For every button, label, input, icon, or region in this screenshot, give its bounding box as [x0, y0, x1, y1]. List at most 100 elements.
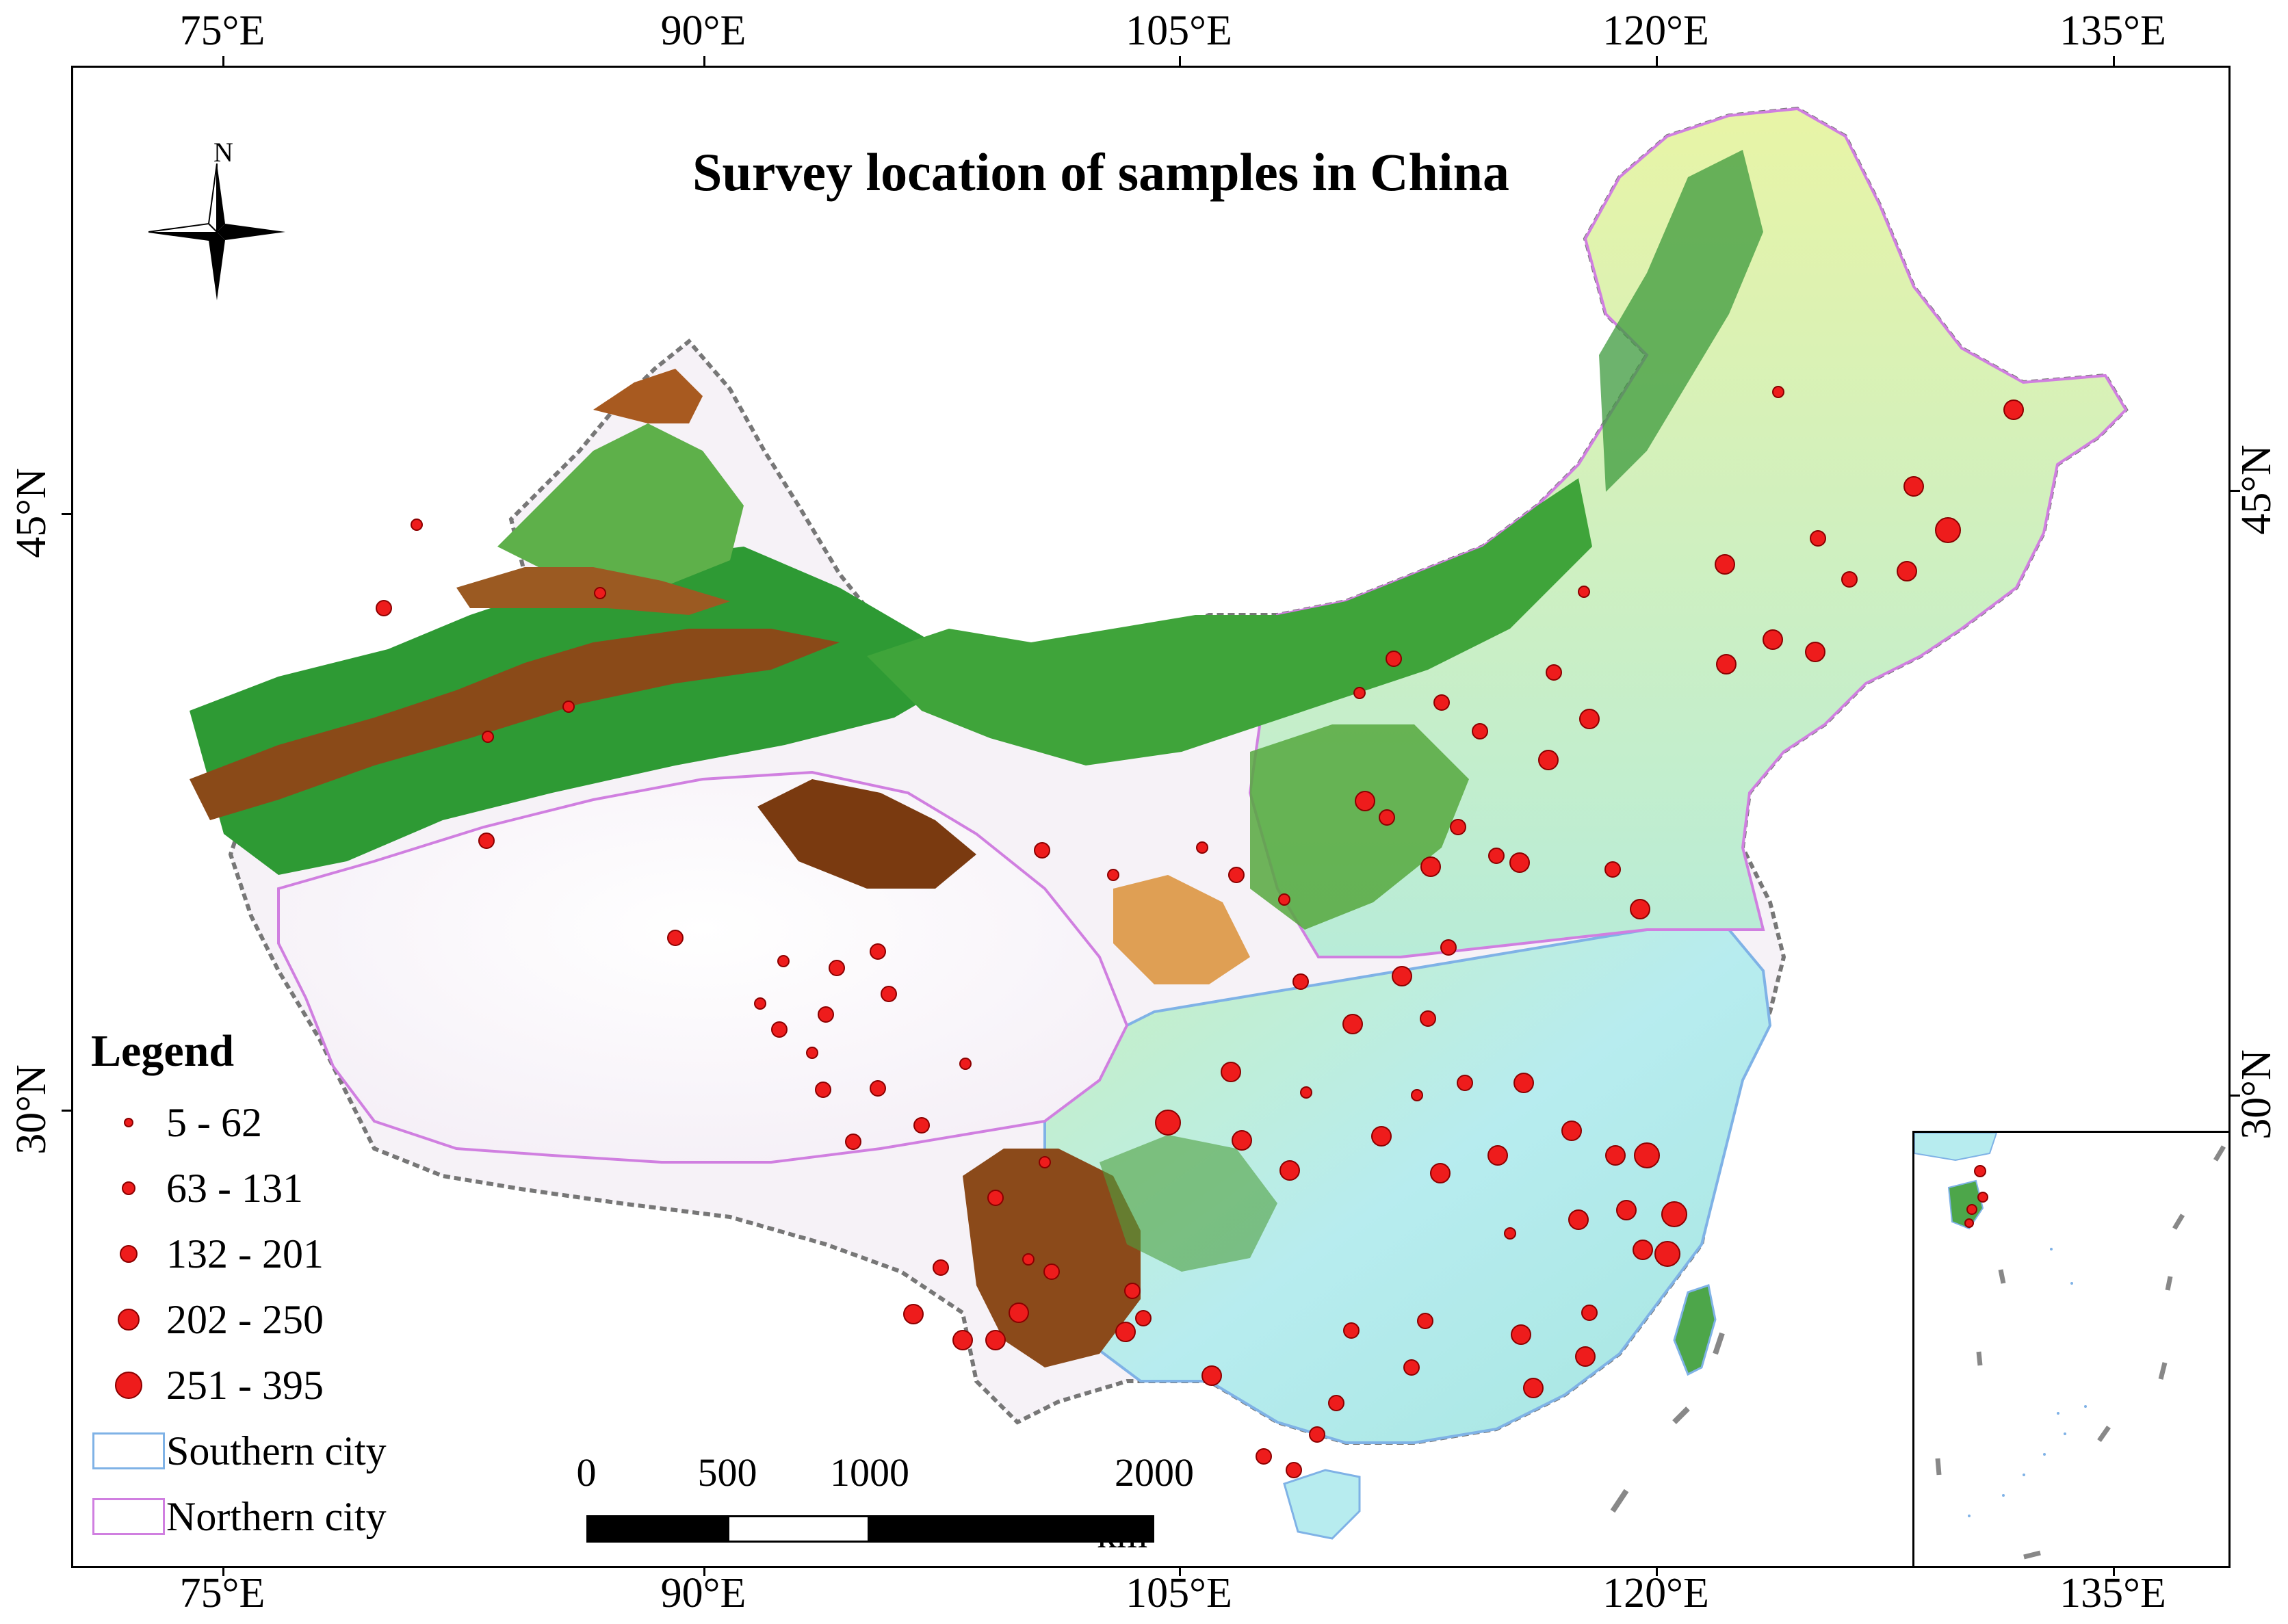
sample-point [2003, 400, 2024, 420]
sample-point [1772, 386, 1784, 398]
sample-point [818, 1006, 834, 1023]
sample-point [1392, 966, 1412, 986]
right-axis-label-45n: 45°N [2233, 445, 2280, 535]
sample-point [1353, 687, 1366, 699]
sample-point [903, 1304, 924, 1324]
sample-point [1654, 1241, 1680, 1267]
sample-point [1022, 1253, 1035, 1266]
sample-point [1355, 791, 1375, 811]
sichuan-orange-edge [1113, 875, 1250, 984]
sample-point [1546, 664, 1562, 681]
sample-point [1411, 1089, 1423, 1101]
hainan-island [1283, 1469, 1361, 1540]
sample-point [771, 1021, 788, 1038]
maritime-boundary-dash [1610, 1489, 1629, 1513]
compass-rose-icon [148, 163, 285, 300]
legend: Legend 5 - 62 63 - 131 132 - 201 202 - 2… [91, 1025, 529, 1549]
sample-point [1279, 1160, 1300, 1181]
scale-label-0: 0 [576, 1450, 597, 1495]
sample-point [1630, 899, 1650, 919]
sample-point [1034, 842, 1050, 859]
bottom-axis-label-75: 75°E [179, 1570, 265, 1616]
left-axis-label-45n: 45°N [8, 468, 55, 558]
sample-point [1568, 1209, 1589, 1230]
sample-point [1343, 1322, 1360, 1339]
sample-point [1511, 1324, 1531, 1345]
mongolia-green-belt [867, 478, 1592, 765]
sample-point [952, 1330, 973, 1350]
sample-point [1292, 973, 1309, 990]
sample-point [1386, 651, 1402, 667]
kunlun-brown-ridge [757, 779, 976, 889]
legend-item-class-2: 63 - 131 [91, 1155, 529, 1221]
sample-point [1561, 1121, 1582, 1141]
legend-region-label: Southern city [166, 1428, 387, 1474]
sample-point [754, 997, 766, 1010]
sample-point [1579, 709, 1600, 729]
sample-point [1417, 1313, 1433, 1329]
legend-item-class-5: 251 - 395 [91, 1352, 529, 1418]
sample-point [1488, 848, 1505, 864]
sample-point [1763, 629, 1783, 650]
sample-point [1433, 694, 1450, 711]
sample-point [1286, 1462, 1302, 1478]
north-arrow: N [148, 136, 285, 300]
sample-point [1420, 856, 1441, 877]
legend-class-label: 5 - 62 [166, 1099, 262, 1145]
sample-point [667, 930, 684, 946]
himalaya-brown-ridge [190, 629, 840, 820]
sample-point [1634, 1142, 1660, 1168]
legend-dot-icon [124, 1118, 133, 1127]
sample-point [1504, 1227, 1516, 1240]
bottom-axis-label-135: 135°E [2059, 1570, 2166, 1616]
legend-class-label: 63 - 131 [166, 1165, 303, 1211]
top-axis-label-135: 135°E [2059, 8, 2166, 54]
sample-point [1039, 1156, 1051, 1168]
sample-point [933, 1259, 949, 1276]
sample-point [1342, 1014, 1363, 1034]
sample-point [913, 1117, 930, 1134]
maritime-boundary-dash [1713, 1332, 1725, 1355]
sample-point [1403, 1359, 1420, 1376]
sample-point [1430, 1163, 1451, 1183]
legend-item-northern-city: Northern city [91, 1484, 529, 1549]
top-axis-label-120: 120°E [1602, 8, 1709, 54]
hengduan-brown-mountains [963, 1149, 1141, 1367]
sample-point [1450, 819, 1466, 835]
legend-dot-icon [115, 1372, 142, 1399]
sample-point [985, 1330, 1006, 1350]
sample-point [845, 1134, 861, 1150]
sample-point [482, 731, 494, 743]
legend-class-label: 202 - 250 [166, 1296, 324, 1342]
dzungaria-basin [497, 423, 744, 588]
southern-city-swatch [92, 1432, 165, 1469]
sample-point [987, 1190, 1004, 1206]
sample-point [1538, 750, 1559, 770]
scale-label-2000: 2000 [1115, 1450, 1194, 1495]
sample-point [1228, 867, 1245, 883]
scale-unit: km [1097, 1512, 1148, 1556]
sample-point [1935, 517, 1961, 543]
scale-segment-2 [727, 1515, 870, 1543]
sample-point [1420, 1010, 1436, 1027]
inset-map [1914, 1132, 2226, 1560]
sample-point [1009, 1302, 1029, 1323]
legend-dot-icon [122, 1181, 135, 1195]
sample-point [1605, 1145, 1626, 1166]
left-axis-label-30n: 30°N [8, 1064, 55, 1155]
sample-point [829, 960, 845, 976]
sample-point [376, 600, 392, 616]
scale-label-500: 500 [697, 1450, 757, 1495]
sample-point [1472, 723, 1488, 739]
sample-point [1661, 1201, 1687, 1227]
sample-point [1903, 476, 1924, 497]
scale-label-1000: 1000 [830, 1450, 909, 1495]
sample-point [1810, 530, 1826, 547]
legend-item-class-1: 5 - 62 [91, 1090, 529, 1155]
loess-green-uplands [1250, 724, 1469, 930]
sample-point [777, 955, 790, 967]
sample-point [1604, 861, 1621, 878]
northern-city-swatch [92, 1498, 165, 1535]
altai-brown-ridge [593, 369, 703, 423]
sample-point [881, 986, 897, 1002]
